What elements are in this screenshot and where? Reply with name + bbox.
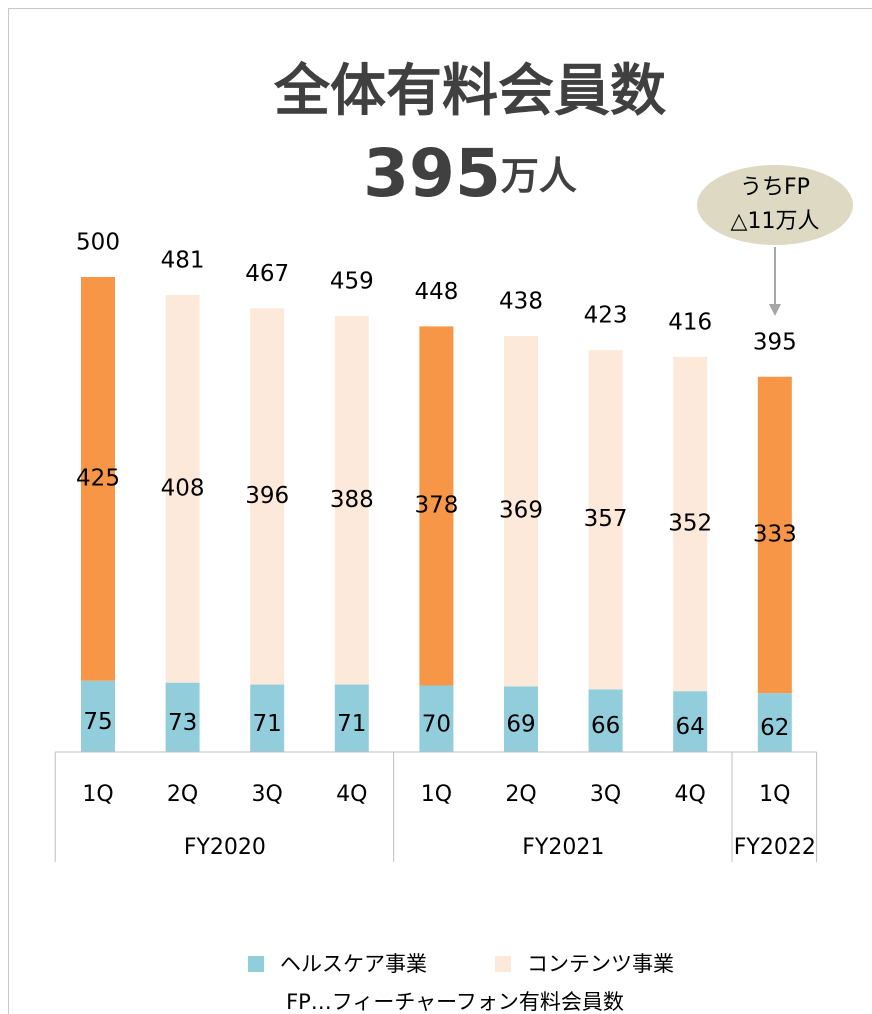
x-tick-label: 2Q [505, 782, 536, 807]
x-tick-label: 4Q [336, 782, 367, 807]
annotation-line: うちFP [740, 175, 810, 200]
bar-segment [165, 682, 200, 752]
data-label: 71 [253, 711, 282, 737]
x-tick-label: 1Q [421, 782, 452, 807]
group-label: FY2020 [184, 835, 266, 860]
data-label: 69 [506, 712, 535, 738]
data-label: 369 [499, 498, 543, 524]
total-label: 500 [76, 230, 120, 256]
data-label: 396 [245, 483, 289, 509]
total-label: 416 [668, 309, 712, 335]
bar-segment [250, 308, 285, 685]
data-label: 333 [753, 521, 797, 547]
x-tick-label: 2Q [167, 782, 198, 807]
data-label: 378 [414, 492, 458, 518]
total-label: 438 [499, 288, 543, 314]
bar-segment [588, 350, 623, 690]
bar-segment [419, 326, 454, 686]
total-label: 395 [753, 329, 797, 355]
legend-label: ヘルスケア事業 [280, 952, 427, 976]
annotation-line: △11万人 [731, 209, 820, 234]
frame [8, 8, 872, 1014]
legend-label: コンテンツ事業 [527, 952, 674, 976]
chart-title: 全体有料会員数 [273, 59, 666, 124]
bar-segment [673, 356, 708, 692]
bar-segment [81, 680, 115, 752]
data-label: 75 [83, 709, 112, 735]
total-label: 467 [245, 261, 289, 287]
chart-subtitle: 395万人 [363, 135, 577, 212]
annotation-arrowhead [769, 304, 781, 316]
bar-segment [757, 693, 792, 752]
data-label: 388 [330, 487, 374, 513]
bar-segment [165, 295, 200, 683]
annotation-bubble [697, 165, 853, 245]
data-label: 66 [591, 713, 620, 739]
total-label: 481 [161, 248, 205, 274]
bar-segment [419, 685, 454, 752]
subtitle-value: 395 [363, 135, 501, 212]
bar-segment [504, 335, 538, 687]
bar-segment [757, 376, 792, 694]
x-tick-label: 3Q [590, 782, 621, 807]
total-label: 423 [584, 303, 628, 329]
total-label: 459 [330, 268, 374, 294]
x-tick-label: 1Q [759, 782, 790, 807]
bar-segment [673, 691, 708, 752]
legend-swatch [495, 956, 511, 972]
bar-segment [334, 684, 369, 752]
bar-segment [81, 277, 115, 681]
data-label: 357 [584, 506, 628, 532]
x-tick-label: 1Q [82, 782, 113, 807]
data-label: 64 [676, 714, 705, 740]
data-label: 425 [76, 465, 120, 491]
group-label: FY2021 [522, 835, 604, 860]
bar-segment [504, 686, 538, 752]
x-tick-label: 4Q [675, 782, 706, 807]
data-label: 352 [668, 511, 712, 537]
bar-segment [334, 315, 369, 685]
total-label: 448 [414, 279, 458, 305]
data-label: 70 [422, 711, 451, 737]
legend-swatch [248, 956, 264, 972]
data-label: 408 [161, 475, 205, 501]
x-tick-label: 3Q [252, 782, 283, 807]
footnote: FP…フィーチャーフォン有料会員数 [286, 990, 624, 1014]
group-label: FY2022 [734, 835, 816, 860]
data-label: 71 [337, 711, 366, 737]
data-label: 62 [760, 715, 789, 741]
data-label: 73 [168, 710, 197, 736]
bar-segment [250, 684, 285, 752]
bar-segment [588, 689, 623, 752]
subtitle-unit: 万人 [501, 154, 577, 198]
